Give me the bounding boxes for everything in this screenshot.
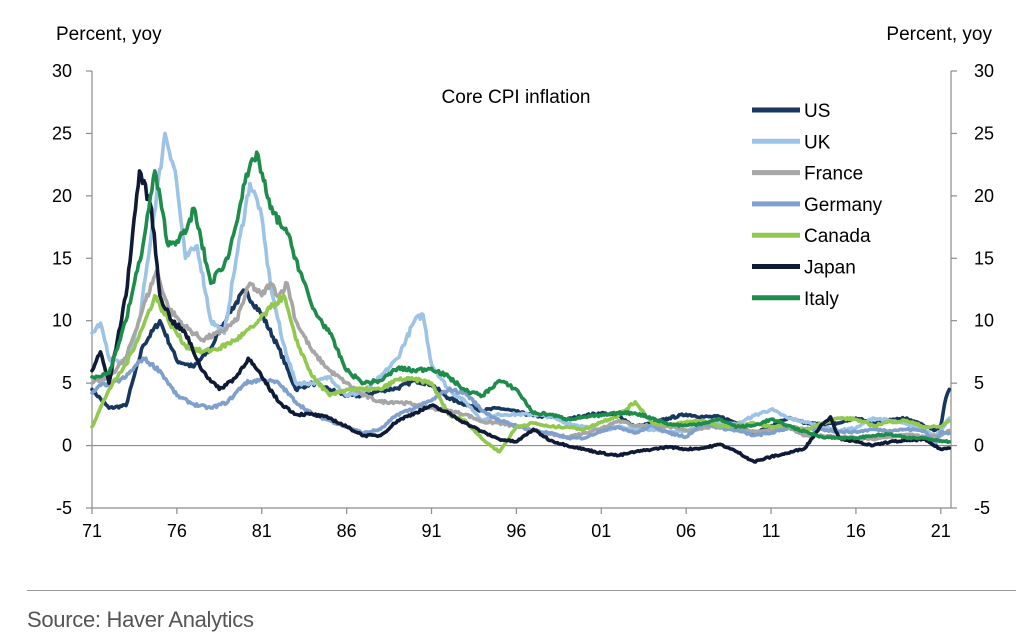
legend-label-italy: Italy [804,289,839,310]
x-tick-label: 71 [82,521,102,541]
y-tick-label-left: 10 [52,311,72,331]
y-tick-label-left: 25 [52,123,72,143]
legend-label-us: US [804,101,830,122]
x-tick-label: 11 [762,521,781,541]
y-tick-label-right: -5 [974,498,990,518]
core-cpi-chart: Percent, yoy Percent, yoy -5 -5 0 0 5 5 10 10 15… [52,24,994,541]
legend-label-japan: Japan [804,258,856,279]
x-tick-label: 86 [337,521,357,541]
source-note: Source: Haver Analytics [27,607,254,632]
x-tick-label: 76 [167,521,187,541]
y-tick-label-right: 10 [974,311,994,331]
x-tick-label: 06 [676,521,696,541]
y-tick-label-left: 15 [52,248,72,268]
y-tick-label-left: 0 [62,436,72,456]
axes: -5 -5 0 0 5 5 10 10 15 15 20 20 25 25 30 30 71 76 81 86 91 96… [52,61,994,541]
legend-label-canada: Canada [804,226,871,247]
y-tick-label-left: 20 [52,186,72,206]
x-tick-label: 01 [591,521,611,541]
series-line-japan [90,169,952,464]
y-tick-label-right: 25 [974,123,994,143]
right-axis-unit-label: Percent, yoy [886,24,992,45]
legend: US UK France Germany Canada Japan Italy [752,101,883,310]
series-line-germany [90,356,952,445]
left-axis-unit-label: Percent, yoy [56,24,162,45]
series-lines [90,131,952,464]
x-tick-label: 81 [252,521,272,541]
y-tick-label-right: 15 [974,248,994,268]
y-tick-label-left: 5 [62,373,72,393]
legend-label-uk: UK [804,132,831,153]
y-tick-label-left: -5 [56,498,72,518]
x-tick-label: 21 [931,521,951,541]
x-tick-label: 16 [846,521,866,541]
y-tick-label-left: 30 [52,61,72,81]
legend-label-germany: Germany [804,195,883,216]
y-tick-label-right: 0 [974,436,984,456]
x-tick-label: 96 [506,521,526,541]
series-line-uk [90,131,952,438]
y-tick-label-right: 30 [974,61,994,81]
x-tick-label: 91 [422,521,442,541]
series-line-italy [90,150,952,445]
y-tick-label-right: 5 [974,373,984,393]
legend-label-france: France [804,164,863,185]
y-tick-label-right: 20 [974,186,994,206]
source-divider [27,590,1016,591]
chart-title: Core CPI inflation [442,87,591,108]
